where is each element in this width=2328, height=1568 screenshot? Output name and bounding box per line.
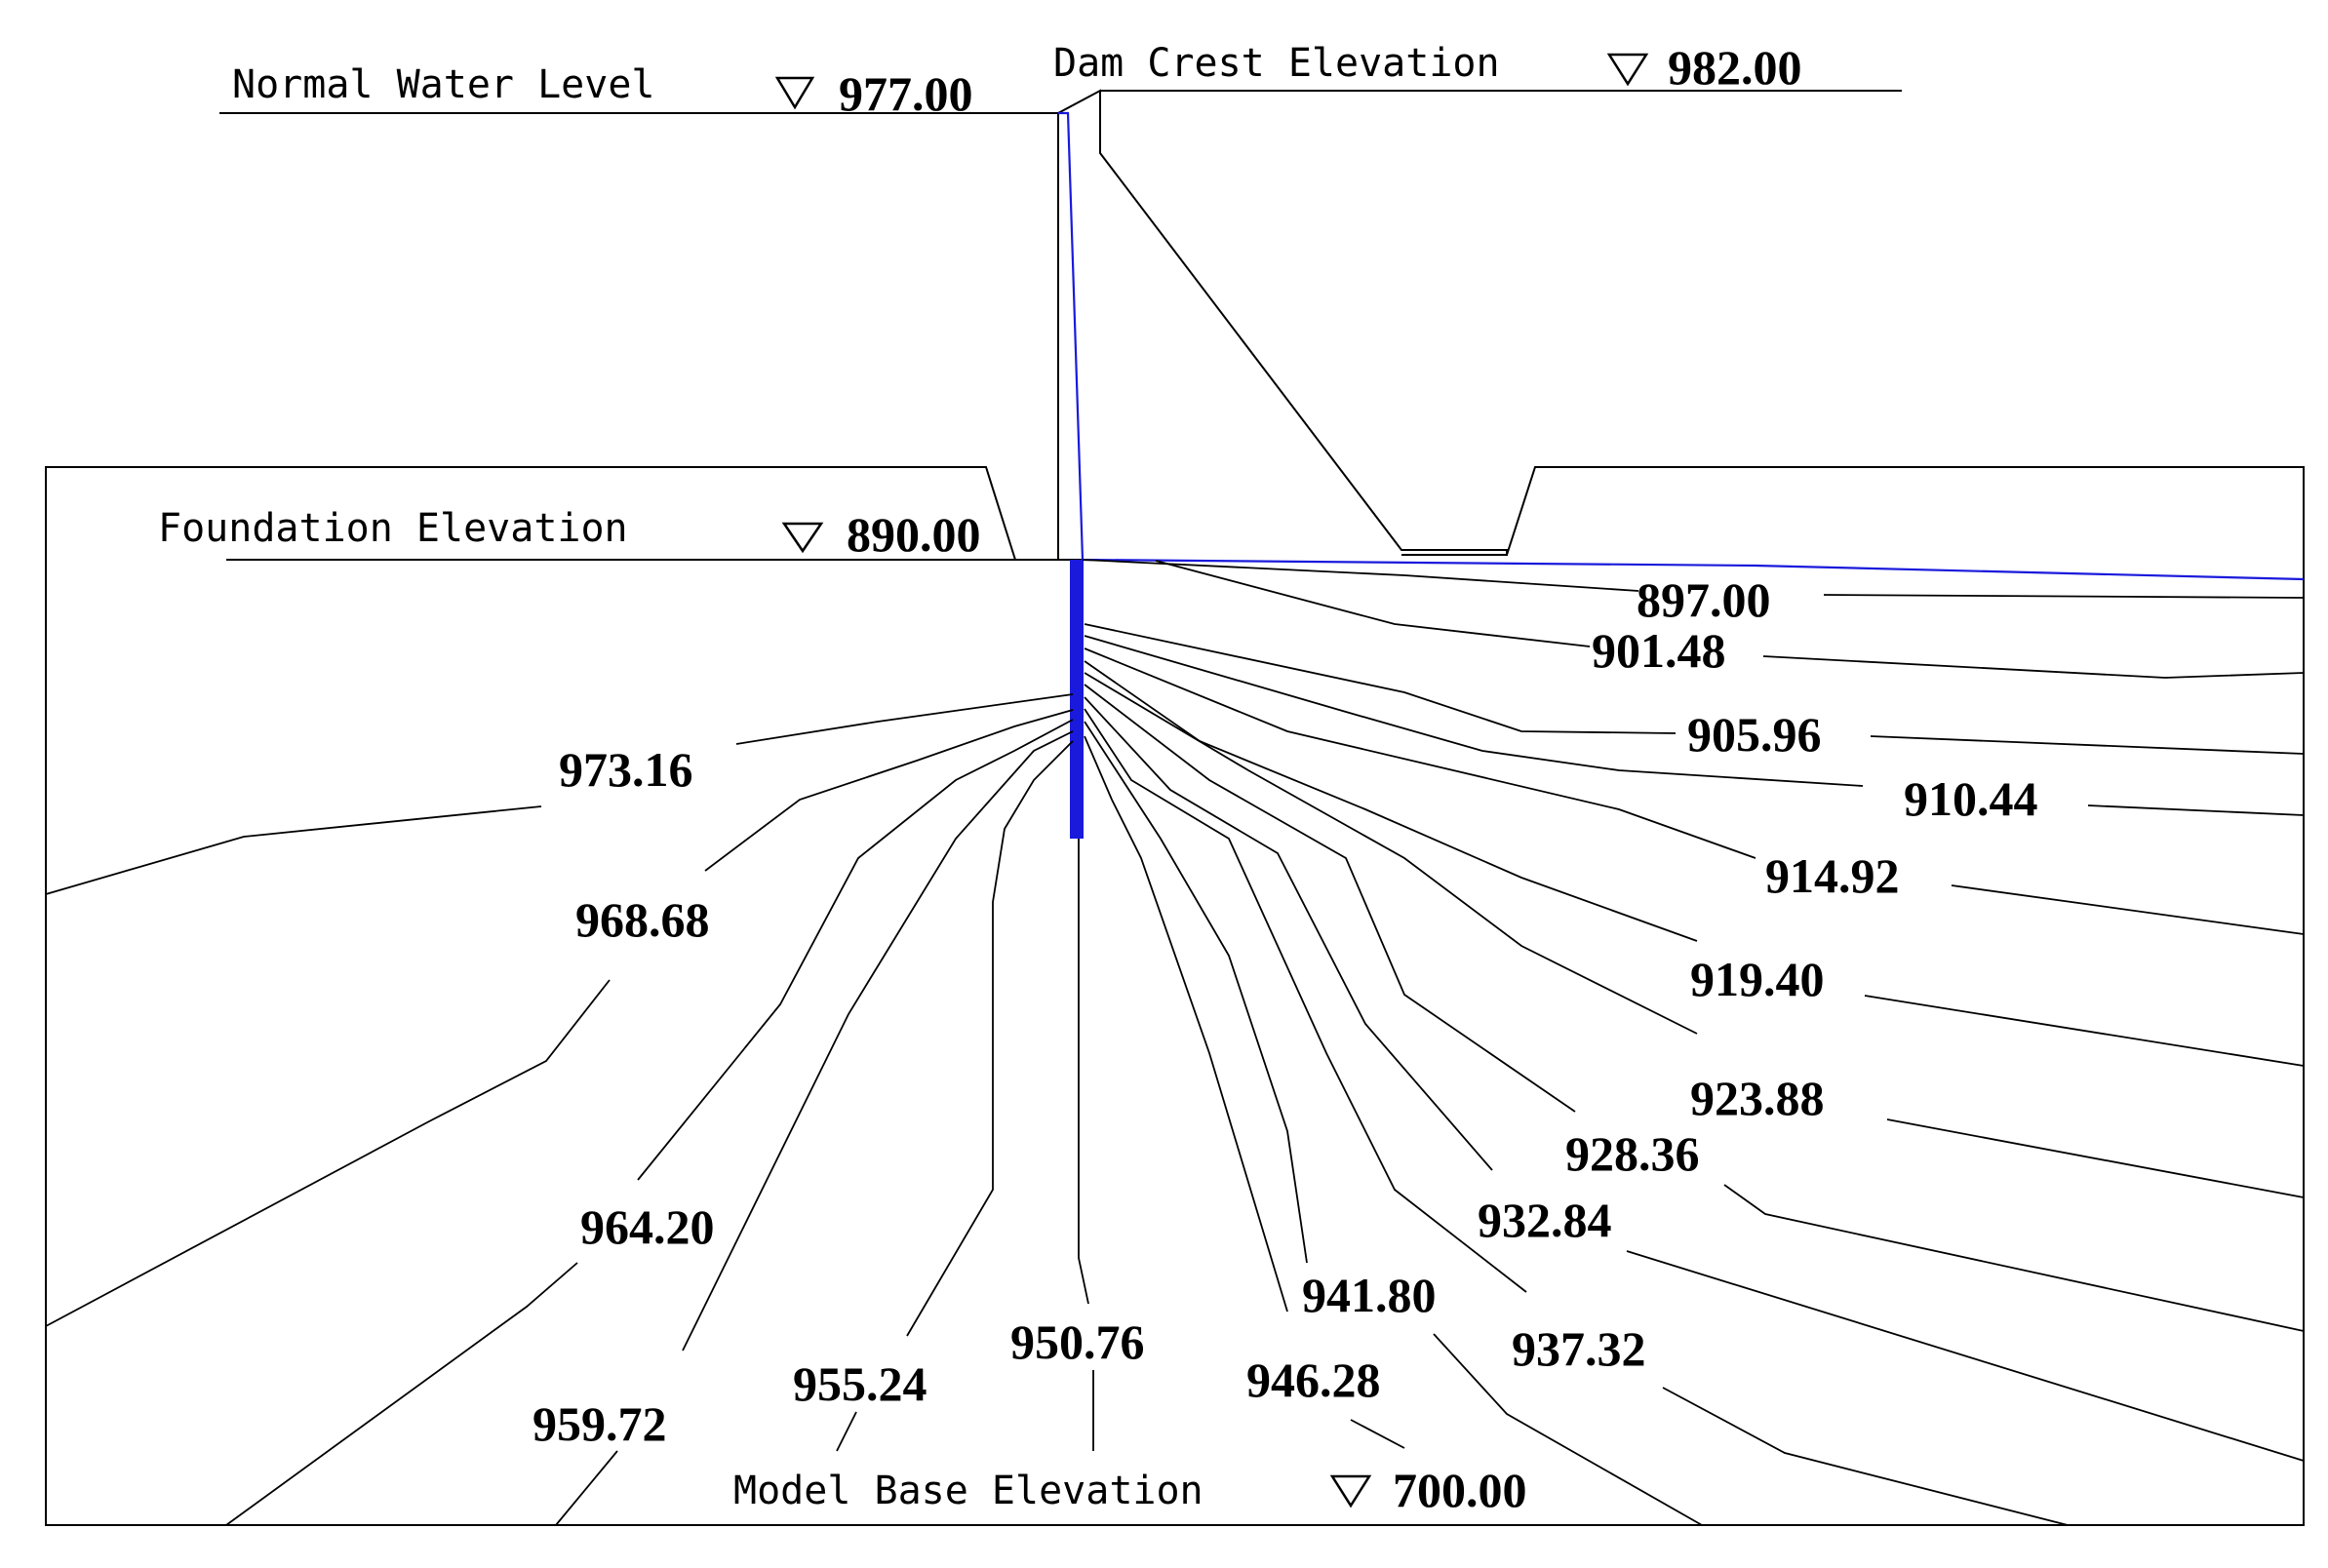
contour-label-928: 928.36 — [1565, 1126, 1700, 1181]
contour-line-959 — [682, 730, 1074, 1352]
contour-line-914-right — [1951, 884, 2305, 935]
cutoff-wall — [1070, 560, 1084, 839]
contour-line-901-right — [1762, 655, 2305, 679]
normal-water-level-value: 977.00 — [839, 66, 973, 121]
contour-line-968-bottom — [45, 979, 611, 1327]
contour-label-941: 941.80 — [1302, 1268, 1437, 1322]
contour-line-937 — [1084, 708, 1527, 1293]
contour-line-964-bottom — [225, 1262, 578, 1526]
contour-line-959-bottom — [555, 1450, 618, 1526]
contour-line-919-right — [1864, 995, 2305, 1067]
contour-line-923 — [1084, 672, 1698, 1035]
contour-label-914: 914.92 — [1765, 848, 1900, 903]
contour-line-941-right — [1433, 1333, 1703, 1526]
contour-label-968: 968.68 — [575, 892, 710, 947]
normal-water-level-triangle-icon — [774, 76, 815, 110]
contour-line-932 — [1084, 696, 1493, 1171]
contour-line-973-left — [45, 805, 542, 895]
model-boundary — [45, 466, 2305, 1526]
contour-label-955: 955.24 — [793, 1356, 927, 1411]
contour-line-937-right — [1662, 1387, 2069, 1526]
contour-line-946 — [1084, 735, 1288, 1313]
contour-label-905: 905.96 — [1687, 707, 1822, 762]
contour-line-950 — [1078, 839, 1089, 1305]
contour-label-964: 964.20 — [580, 1199, 715, 1254]
model-base-triangle-icon — [1329, 1474, 1372, 1509]
dam-body-outline — [1057, 89, 1508, 560]
contour-labels: 897.00 901.48 905.96 910.44 914.92 919.4… — [533, 572, 2038, 1451]
contour-line-946-right — [1350, 1419, 1405, 1449]
contour-line-897-right — [1823, 594, 2305, 599]
contour-line-941 — [1084, 721, 1308, 1264]
contour-line-905-right — [1870, 735, 2305, 755]
contour-line-897 — [1082, 559, 1639, 592]
contour-lines — [45, 559, 2305, 1526]
contour-label-946: 946.28 — [1246, 1352, 1381, 1407]
contour-label-937: 937.32 — [1512, 1321, 1646, 1376]
contour-label-897: 897.00 — [1637, 572, 1771, 627]
contour-line-955-bottom — [836, 1411, 857, 1452]
contour-label-919: 919.40 — [1690, 952, 1825, 1006]
contour-line-928-right — [1723, 1184, 2305, 1332]
contour-line-968 — [704, 709, 1074, 872]
dam-crest-triangle-icon — [1606, 53, 1649, 87]
contour-label-923: 923.88 — [1690, 1071, 1825, 1125]
foundation-elevation-label: Foundation Elevation — [158, 506, 628, 551]
contour-label-910: 910.44 — [1904, 771, 2038, 826]
contour-line-973 — [735, 693, 1074, 745]
contour-label-950: 950.76 — [1010, 1314, 1145, 1369]
contour-line-923-right — [1886, 1118, 2305, 1198]
model-base-elevation-value: 700.00 — [1393, 1463, 1527, 1517]
foundation-elevation-value: 890.00 — [847, 507, 981, 562]
dam-crest-elevation-label: Dam Crest Elevation — [1053, 41, 1500, 86]
contour-label-973: 973.16 — [559, 742, 693, 797]
normal-water-level-label: Normal Water Level — [232, 62, 654, 107]
contour-line-914 — [1084, 647, 1756, 859]
contour-line-910-right — [2087, 804, 2305, 816]
contour-line-964 — [637, 719, 1074, 1181]
contour-line-910 — [1084, 635, 1864, 787]
model-base-elevation-label: Model Base Elevation — [733, 1469, 1203, 1513]
contour-line-901 — [1155, 560, 1591, 647]
contour-line-928 — [1084, 684, 1576, 1113]
foundation-triangle-icon — [781, 522, 824, 554]
phreatic-line — [1058, 111, 2305, 581]
contour-line-919 — [1084, 660, 1698, 942]
contour-line-905 — [1084, 623, 1677, 734]
contour-label-932: 932.84 — [1478, 1193, 1612, 1247]
contour-line-955 — [906, 740, 1074, 1337]
contour-line-932-right — [1626, 1250, 2305, 1462]
dam-crest-elevation-value: 982.00 — [1668, 40, 1802, 95]
contour-label-901: 901.48 — [1592, 623, 1726, 678]
contour-label-959: 959.72 — [533, 1396, 667, 1451]
